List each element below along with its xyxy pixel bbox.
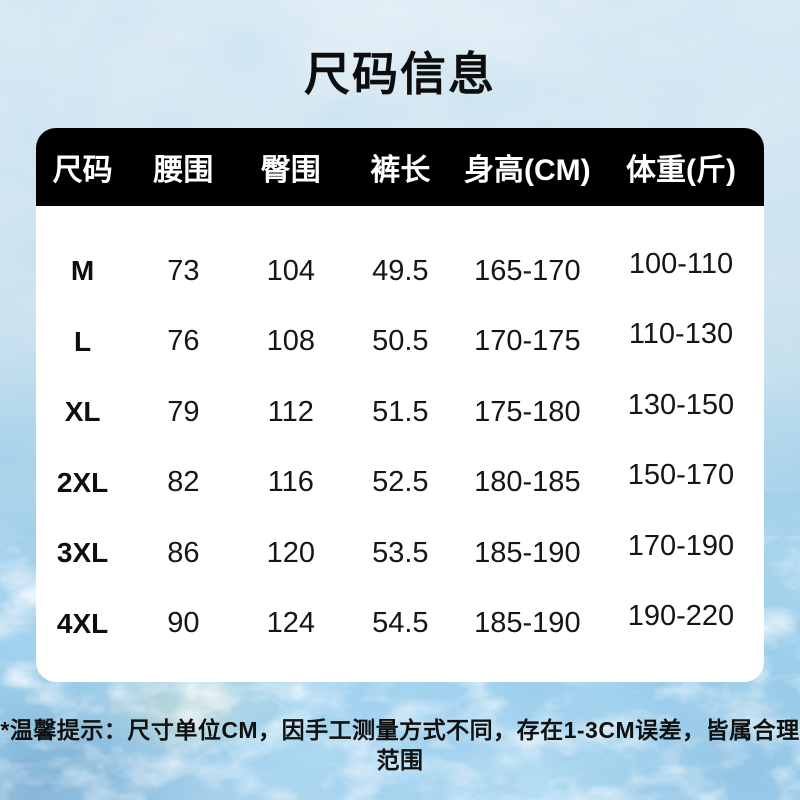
column-header-height: 身高(CM) (464, 154, 591, 187)
cell-pants-length: 49.5 (372, 254, 429, 287)
cell-pants-length: 52.5 (372, 466, 429, 499)
cell-weight: 110-130 (628, 318, 734, 351)
cell-size: 3XL (56, 537, 109, 569)
cell-pants-length: 51.5 (372, 395, 429, 428)
table-row-l: L 76 108 50.5 170-175 110-130 (36, 307, 764, 378)
cell-waist: 90 (167, 607, 200, 640)
footnote: *温馨提示：尺寸单位CM，因手工测量方式不同，存在1-3CM误差，皆属合理范围 (0, 717, 800, 773)
cell-hip: 112 (267, 395, 314, 428)
size-table-card: 尺码 腰围 臀围 裤长 身高(CM) 体重(斤) M 73 104 49.5 1… (36, 128, 764, 682)
cell-hip: 116 (267, 466, 314, 499)
column-header-pants-length: 裤长 (370, 154, 431, 187)
cell-size: XL (64, 396, 101, 428)
column-header-size: 尺码 (52, 154, 113, 187)
cell-weight: 150-170 (627, 459, 735, 492)
table-row-2xl: 2XL 82 116 52.5 180-185 150-170 (36, 448, 764, 519)
table-row-m: M 73 104 49.5 165-170 100-110 (36, 236, 764, 307)
cell-hip: 104 (266, 254, 315, 287)
cell-height: 170-175 (474, 325, 581, 358)
size-table-header-row: 尺码 腰围 臀围 裤长 身高(CM) 体重(斤) (36, 128, 764, 206)
table-row-3xl: 3XL 86 120 53.5 185-190 170-190 (36, 518, 764, 589)
cell-waist: 82 (167, 466, 200, 499)
page-title: 尺码信息 (304, 48, 496, 100)
cell-height: 175-180 (474, 395, 581, 428)
cell-weight: 100-110 (628, 247, 734, 280)
cell-size: L (74, 325, 92, 357)
cell-hip: 120 (266, 536, 315, 569)
cell-hip: 108 (266, 325, 315, 358)
cell-weight: 130-150 (627, 388, 735, 421)
cell-pants-length: 50.5 (372, 325, 429, 358)
cell-height: 185-190 (474, 607, 581, 640)
cell-size: 2XL (56, 466, 109, 498)
cell-height: 180-185 (474, 466, 581, 499)
table-row-4xl: 4XL 90 124 54.5 185-190 190-220 (36, 589, 764, 660)
cell-size: 4XL (56, 607, 109, 639)
size-table-body: M 73 104 49.5 165-170 100-110 L 76 108 5… (36, 206, 764, 682)
column-header-waist: 腰围 (153, 154, 214, 187)
cell-weight: 170-190 (627, 529, 735, 562)
cell-size: M (70, 255, 95, 287)
column-header-weight: 体重(斤) (625, 154, 736, 187)
column-header-hip: 臀围 (260, 154, 321, 187)
cell-height: 165-170 (474, 254, 581, 287)
cell-weight: 190-220 (627, 600, 735, 633)
cell-waist: 73 (167, 254, 200, 287)
cell-hip: 124 (266, 607, 315, 640)
cell-waist: 86 (167, 536, 200, 569)
cell-pants-length: 54.5 (372, 607, 429, 640)
cell-waist: 79 (167, 395, 200, 428)
cell-pants-length: 53.5 (372, 536, 429, 569)
cell-height: 185-190 (474, 536, 581, 569)
cell-waist: 76 (167, 325, 200, 358)
table-row-xl: XL 79 112 51.5 175-180 130-150 (36, 377, 764, 448)
content: 尺码信息 尺码 腰围 臀围 裤长 身高(CM) 体重(斤) M 73 104 4… (0, 50, 800, 775)
